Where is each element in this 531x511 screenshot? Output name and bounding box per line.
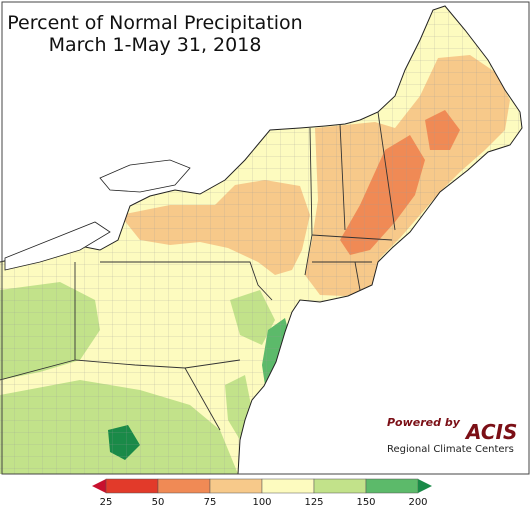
legend-swatch-100-125	[261, 478, 315, 494]
lake-ontario	[99, 159, 191, 193]
legend-swatch-150-200	[365, 478, 419, 494]
pa-border	[74, 262, 241, 369]
legend-tick-50: 50	[151, 497, 165, 508]
map-title: Percent of Normal Precipitation	[7, 12, 303, 34]
legend-tick-75: 75	[203, 497, 217, 508]
state-borders	[0, 111, 396, 431]
lake-erie	[4, 221, 111, 271]
vt-nh-border	[339, 123, 346, 231]
legend-swatch-50-75	[157, 478, 211, 494]
legend-tick-150: 150	[356, 497, 376, 508]
legend-tick-25: 25	[99, 497, 113, 508]
legend-swatch-75-100	[209, 478, 263, 494]
md-wv-border	[184, 367, 221, 431]
map-frame	[1, 1, 530, 475]
ct-ri-border	[354, 261, 361, 291]
legend-arrow-right	[418, 479, 432, 493]
legend-tick-200: 200	[408, 497, 428, 508]
ma-border	[311, 234, 393, 241]
powered-by-label: Powered by	[387, 416, 460, 429]
map-subtitle: March 1-May 31, 2018	[48, 34, 262, 56]
legend-tick-125: 125	[304, 497, 324, 508]
legend-colorbar	[92, 478, 432, 494]
oh-wv-border	[0, 359, 76, 381]
acis-logo: ACIS	[466, 420, 518, 444]
legend-swatch-25-50	[105, 478, 159, 494]
legend-tick-100: 100	[252, 497, 272, 508]
rcc-label: Regional Climate Centers	[387, 444, 514, 455]
legend-arrow-left	[92, 479, 106, 493]
legend-swatch-125-150	[313, 478, 367, 494]
coastline	[0, 5, 523, 475]
nh-me-border	[377, 111, 396, 231]
ny-pa-border	[100, 261, 273, 301]
